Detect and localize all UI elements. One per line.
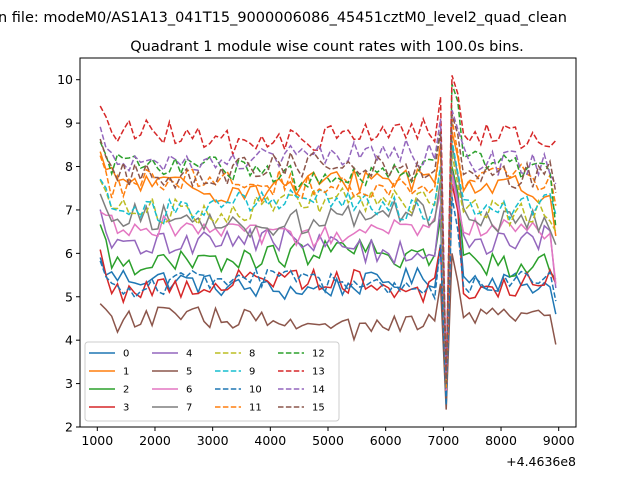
x-tick-label-3: 4000 <box>254 433 286 448</box>
x-tick-label-5: 6000 <box>370 433 402 448</box>
legend-label-0: 0 <box>123 349 129 360</box>
legend-label-15: 15 <box>312 403 325 414</box>
series-line-1 <box>99 131 557 388</box>
y-tick-label-6: 8 <box>65 159 73 174</box>
y-axis: 2 3 4 5 6 7 8 9 10 <box>57 72 80 435</box>
x-tick-label-2: 3000 <box>197 433 229 448</box>
legend-label-3: 3 <box>123 403 129 414</box>
legend-label-12: 12 <box>312 349 325 360</box>
legend-label-13: 13 <box>312 367 325 378</box>
y-tick-label-5: 7 <box>65 202 73 217</box>
x-tick-label-0: 1000 <box>81 433 113 448</box>
y-tick-label-4: 6 <box>65 246 73 261</box>
x-tick-label-8: 9000 <box>543 433 575 448</box>
legend-box <box>84 341 340 422</box>
y-tick-label-0: 2 <box>65 420 73 435</box>
x-tick-label-1: 2000 <box>139 433 171 448</box>
y-tick-label-1: 3 <box>65 376 73 391</box>
series-line-5 <box>99 253 557 410</box>
legend-label-10: 10 <box>249 385 262 396</box>
series-line-7 <box>99 144 557 388</box>
series-line-4 <box>99 170 557 397</box>
y-tick-label-2: 4 <box>65 333 73 348</box>
legend-label-8: 8 <box>249 349 255 360</box>
series-line-9 <box>99 140 557 384</box>
legend-label-14: 14 <box>312 385 325 396</box>
legend-label-6: 6 <box>186 385 192 396</box>
series-line-6 <box>99 175 557 393</box>
series-layer <box>99 75 557 410</box>
legend-label-1: 1 <box>123 367 129 378</box>
legend-label-7: 7 <box>186 403 192 414</box>
x-axis: 1000 2000 3000 4000 5000 6000 7000 8000 9000 <box>81 427 575 448</box>
x-tick-label-4: 5000 <box>312 433 344 448</box>
series-line-13 <box>99 75 557 380</box>
series-line-12 <box>99 83 557 384</box>
series-line-15 <box>99 114 557 384</box>
legend-label-4: 4 <box>186 349 192 360</box>
y-tick-label-7: 9 <box>65 116 73 131</box>
x-tick-label-7: 8000 <box>485 433 517 448</box>
x-tick-label-6: 7000 <box>427 433 459 448</box>
legend-label-9: 9 <box>249 367 255 378</box>
chart-title: Quadrant 1 module wise count rates with … <box>130 39 524 55</box>
series-line-14 <box>99 109 557 380</box>
legend-label-11: 11 <box>249 403 262 414</box>
series-line-2 <box>99 166 557 397</box>
series-line-3 <box>99 183 557 402</box>
y-tick-label-8: 10 <box>57 72 73 87</box>
series-line-0 <box>99 183 557 402</box>
x-offset-label: +4.4636e8 <box>506 454 576 469</box>
series-line-10 <box>99 196 557 406</box>
figure-suptitle: n file: modeM0/AS1A13_041T15_9000006086_… <box>0 10 567 26</box>
y-tick-label-3: 5 <box>65 289 73 304</box>
legend-label-5: 5 <box>186 367 192 378</box>
series-line-11 <box>99 118 557 388</box>
legend-label-2: 2 <box>123 385 129 396</box>
